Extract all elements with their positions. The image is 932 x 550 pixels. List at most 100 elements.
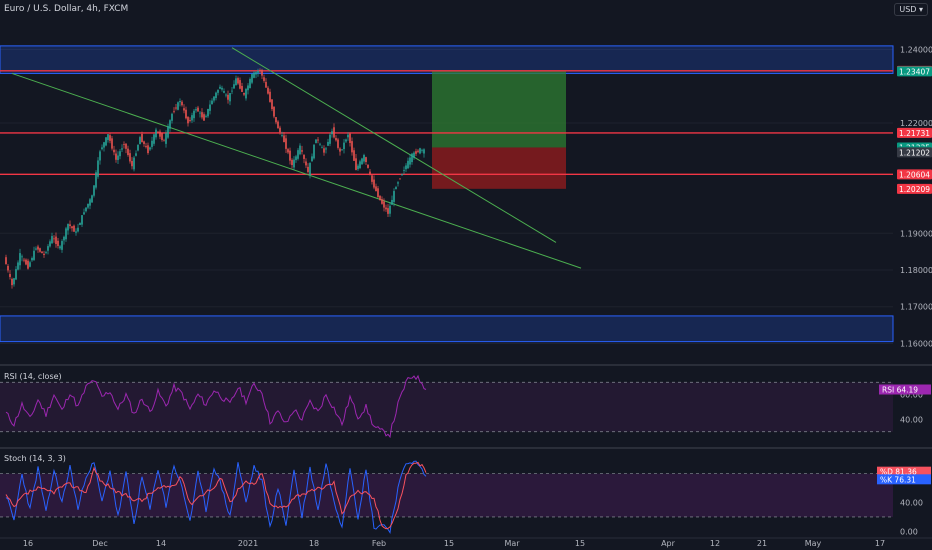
candle-body (57, 240, 59, 247)
candle-body (299, 145, 301, 155)
candle-body (173, 111, 175, 113)
candle-body (127, 148, 129, 155)
candle-body (393, 191, 395, 202)
candle-body (325, 148, 327, 150)
price-label-tag (897, 169, 932, 180)
candle-body (169, 120, 171, 129)
y-tick-label: 1.22000 (900, 119, 932, 128)
candle-body (71, 226, 73, 229)
candle-body (295, 156, 297, 161)
stop-loss-zone (432, 147, 566, 189)
candle-body (303, 155, 305, 159)
x-tick-label: Mar (504, 539, 520, 548)
candle-body (225, 94, 227, 96)
price-label-tag (897, 127, 932, 138)
stoch-pane-label[interactable]: Stoch (14, 3, 3) (4, 454, 66, 463)
candle-body (185, 109, 187, 119)
candle-body (135, 153, 137, 156)
candle-body (359, 161, 361, 169)
candle-body (129, 153, 131, 162)
candle-body (177, 102, 179, 110)
candle-body (49, 241, 51, 247)
candle-body (55, 236, 57, 244)
candle-body (285, 138, 287, 149)
candle-body (31, 258, 33, 261)
x-tick-label: 15 (444, 539, 454, 548)
candle-body (109, 135, 111, 141)
candle-body (417, 150, 419, 152)
candle-body (411, 153, 413, 163)
rsi-pane-label[interactable]: RSI (14, close) (4, 372, 62, 381)
candle-body (371, 175, 373, 182)
x-tick-label: 14 (156, 539, 166, 548)
candle-body (121, 148, 123, 150)
candle-body (421, 149, 423, 151)
candle-body (61, 241, 63, 250)
candle-body (11, 278, 13, 286)
candle-body (63, 236, 65, 241)
candle-body (369, 171, 371, 175)
candle-body (7, 265, 9, 271)
candle-body (387, 208, 389, 214)
candle-body (313, 144, 315, 159)
candle-body (273, 106, 275, 117)
price-label-tag (897, 183, 932, 194)
candle-body (33, 250, 35, 260)
rsi-value-text: RSI 64.19 (882, 385, 918, 394)
price-axis (893, 0, 932, 550)
candle-body (119, 151, 121, 157)
stoch-band-fill (0, 473, 893, 517)
stoch-d-text: %D 81.36 (880, 468, 917, 477)
symbol-title[interactable]: Euro / U.S. Dollar, 4h, FXCM (4, 4, 128, 14)
candle-body (385, 207, 387, 210)
rsi-tick-label: 40.00 (900, 415, 923, 424)
candle-body (79, 222, 81, 226)
price-label-text: 1.21202 (899, 148, 930, 157)
candle-body (409, 157, 411, 165)
candle-body (363, 154, 365, 162)
candle-body (323, 148, 325, 153)
candle-body (159, 131, 161, 137)
candle-body (347, 134, 349, 138)
candle-body (327, 141, 329, 146)
candle-body (65, 228, 67, 240)
candle-body (233, 84, 235, 89)
candle-body (229, 93, 231, 102)
candle-body (161, 133, 163, 140)
candle-body (115, 153, 117, 160)
candle-body (291, 159, 293, 165)
candle-body (419, 148, 421, 154)
candle-body (383, 201, 385, 208)
candle-body (391, 199, 393, 205)
candle-body (297, 150, 299, 159)
candle-body (247, 85, 249, 91)
stoch-d-line (5, 461, 427, 530)
y-tick-label: 1.18000 (900, 266, 932, 275)
rsi-tick-label: 60.00 (900, 391, 923, 400)
candle-body (217, 90, 219, 93)
candle-body (45, 252, 47, 254)
candle-body (103, 142, 105, 148)
candle-body (171, 113, 173, 121)
candle-body (305, 161, 307, 166)
candle-body (255, 72, 257, 75)
candle-body (395, 187, 397, 190)
candle-body (27, 260, 29, 269)
x-tick-label: 12 (710, 539, 720, 548)
currency-selector[interactable]: USD ▾ (894, 3, 928, 16)
candle-body (193, 110, 195, 119)
candle-body (321, 147, 323, 149)
candle-body (211, 100, 213, 105)
supply-demand-zone (0, 315, 894, 343)
candle-body (107, 134, 109, 141)
y-tick-label: 1.24000 (900, 46, 932, 55)
candle-body (289, 150, 291, 161)
candle-body (259, 70, 261, 71)
candle-body (283, 135, 285, 143)
candle-body (51, 236, 53, 244)
stoch-k-tag (877, 474, 931, 485)
candle-body (277, 121, 279, 129)
price-label-tag (897, 147, 932, 158)
x-tick-label: 17 (875, 539, 885, 548)
